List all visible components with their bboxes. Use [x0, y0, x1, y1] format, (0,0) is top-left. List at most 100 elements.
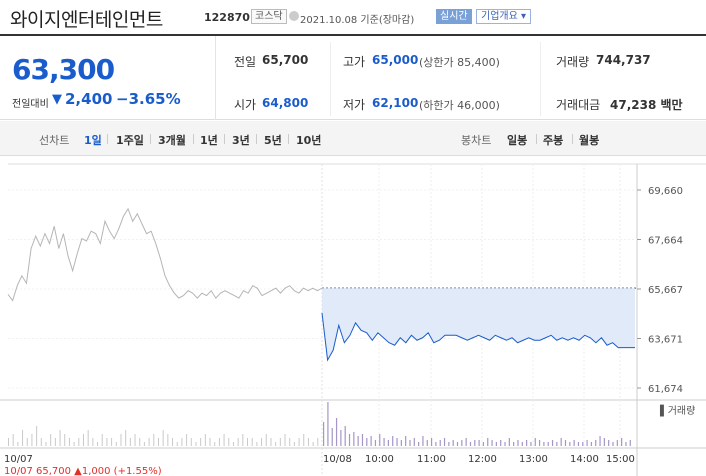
tab-weekly[interactable]: 주봉	[543, 134, 564, 147]
tab-1d[interactable]: 1일	[84, 134, 102, 147]
volume-bar-prev	[237, 438, 239, 446]
prev-close-footer: 10/07 65,700 ▲1,000 (+1.55%)	[4, 466, 162, 476]
down-arrow-icon: ▼	[52, 92, 62, 107]
company-overview-dropdown[interactable]: 기업개요 ▾	[476, 9, 531, 24]
upper-limit: (상한가 85,400)	[419, 56, 500, 69]
volume-bar-prev	[134, 434, 136, 446]
tab-1w[interactable]: 1주일	[116, 134, 144, 147]
price-tick-label: 67,664	[648, 235, 683, 246]
volume-bar-curr	[348, 434, 351, 446]
volume-bar-prev	[200, 438, 202, 446]
tab-3y[interactable]: 3년	[232, 134, 250, 147]
volume-bar-curr	[629, 440, 631, 446]
volume-bar-prev	[68, 438, 70, 446]
volume-bar-prev	[275, 442, 277, 446]
volume-bar-curr	[487, 438, 489, 446]
volume-bar-curr	[478, 440, 480, 446]
volume-bar-curr	[582, 442, 584, 446]
intraday-chart-svg: 69,660 67,664 65,667 63,671 61,674 ▌거래량 10:0…	[0, 163, 706, 476]
tab-divider	[224, 134, 225, 144]
volume-bar-curr	[422, 436, 424, 446]
tab-1y[interactable]: 1년	[200, 134, 218, 147]
volume-bar-prev	[31, 434, 33, 446]
volume-bar-prev	[97, 442, 99, 446]
volume-bar-curr	[560, 438, 562, 446]
high-label: 고가	[343, 55, 366, 69]
volume-bar-curr	[603, 438, 605, 446]
volume-bar-curr	[625, 442, 627, 446]
volume-bar-prev	[73, 442, 75, 446]
volume-bar-curr	[577, 442, 580, 446]
volume-bar-curr	[590, 442, 593, 446]
tab-divider	[256, 134, 257, 144]
volume-bar-curr	[491, 440, 493, 446]
volume-bar-prev	[115, 442, 117, 446]
volume-legend: ▌거래량	[659, 404, 695, 417]
volume-bar-prev	[26, 438, 28, 446]
realtime-button[interactable]: 실시간	[436, 9, 472, 24]
volume-bar-curr	[461, 440, 463, 446]
volume-bar-prev	[153, 434, 155, 446]
volume-bar-prev	[265, 434, 267, 446]
current-price: 63,300	[12, 53, 115, 86]
price-summary: 63,300 전일대비 ▼ 2,400 −3.65% 전일 65,700 고가 …	[0, 34, 706, 120]
volume-bar-prev	[12, 434, 14, 446]
volume-bar-prev	[162, 430, 164, 446]
volume-bar-curr	[612, 442, 614, 446]
trade-amount-label: 거래대금	[556, 98, 601, 112]
tab-3m[interactable]: 3개월	[158, 134, 186, 147]
volume-bar-prev	[218, 438, 220, 446]
low-value: 62,100	[372, 96, 419, 110]
price-chart: 69,660 67,664 65,667 63,671 61,674 ▌거래량 10:0…	[0, 156, 706, 476]
previous-day-line	[7, 207, 323, 302]
volume-bar-curr	[366, 438, 368, 446]
volume-bar-prev	[176, 442, 178, 446]
tab-monthly[interactable]: 월봉	[579, 134, 600, 147]
volume-bar-curr	[504, 442, 506, 446]
time-tick-label: 12:00	[468, 454, 497, 465]
stock-name: 와이지엔터테인먼트	[10, 9, 163, 31]
prev-close-value: 65,700	[262, 53, 309, 67]
volume-bar-curr	[400, 440, 402, 446]
volume-bar-prev	[312, 442, 314, 446]
price-tick-label: 61,674	[648, 384, 683, 395]
volume-bar-curr	[482, 442, 485, 446]
volume-bar-curr	[435, 442, 437, 446]
volume-bar-curr	[526, 440, 528, 446]
volume-bar-prev	[284, 434, 286, 446]
below-reference-fill	[322, 288, 635, 361]
volume-bar-prev	[209, 438, 211, 446]
volume-bar-curr	[344, 426, 346, 446]
volume-bar-curr	[340, 430, 342, 446]
volume-bar-prev	[125, 430, 127, 446]
volume-bar-curr	[374, 440, 377, 446]
volume-bar-curr	[413, 438, 415, 446]
volume-bar-prev	[50, 434, 52, 446]
date-text: 2021.10.08 기준(장마감)	[300, 15, 415, 26]
volume-bar-curr	[556, 442, 558, 446]
time-tick-label: 10:00	[365, 454, 394, 465]
volume-bar-curr	[335, 418, 338, 446]
tab-daily[interactable]: 일봉	[507, 134, 528, 147]
tab-5y[interactable]: 5년	[264, 134, 282, 147]
volume-bar-curr	[616, 440, 618, 446]
volume-bar-prev	[148, 438, 150, 446]
volume-bar-curr	[564, 440, 567, 446]
volume-bar-curr	[361, 434, 364, 446]
volume-bar-curr	[547, 442, 549, 446]
volume-bar-curr	[465, 438, 467, 446]
volume-bar-prev	[129, 438, 131, 446]
prev-date-label: 10/07	[4, 454, 33, 465]
volume-bar-prev	[22, 430, 24, 446]
lower-limit: (하한가 46,000)	[419, 99, 500, 112]
volume-bar-prev	[251, 438, 253, 446]
tab-10y[interactable]: 10년	[296, 134, 322, 147]
volume-bar-prev	[214, 442, 216, 446]
time-tick-label: 15:00	[606, 454, 635, 465]
stock-header: 와이지엔터테인먼트 122870 코스닥 2021.10.08 기준(장마감) …	[0, 0, 706, 34]
volume-bar-prev	[228, 438, 230, 446]
volume-bar-curr	[595, 440, 597, 446]
volume-bar-prev	[120, 434, 122, 446]
volume-bar-prev	[64, 434, 66, 446]
volume-bar-curr	[418, 442, 420, 446]
